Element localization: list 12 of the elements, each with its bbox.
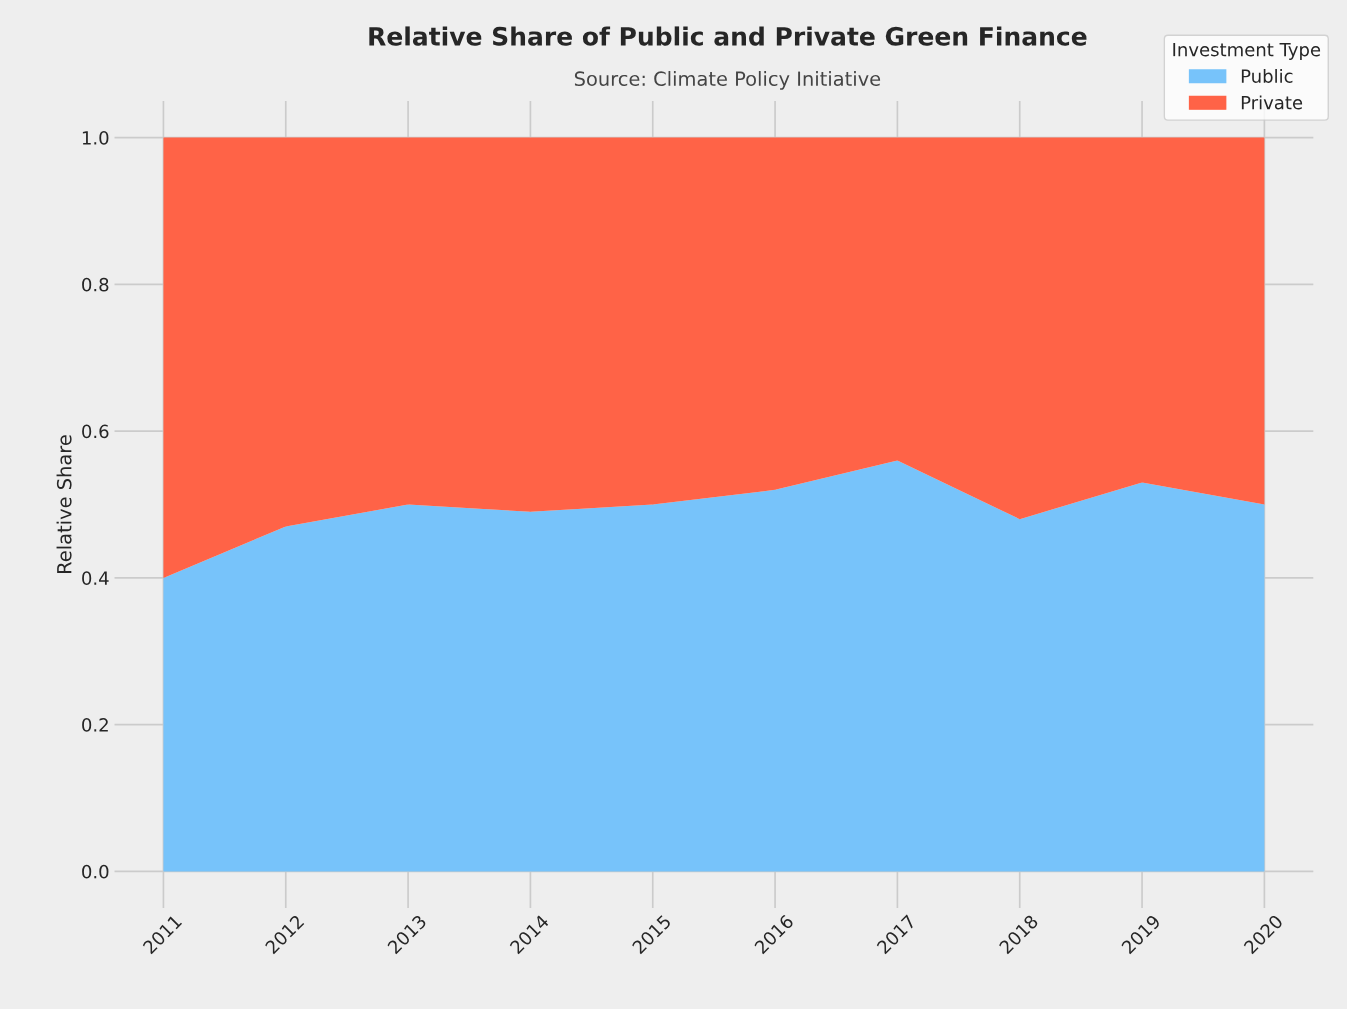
y-tick-label: 0.2 (82, 718, 108, 732)
legend-label: Public (1241, 68, 1293, 83)
y-tick-label: 0.0 (82, 864, 109, 879)
y-tick-label: 1.0 (82, 131, 109, 145)
legend-label: Private (1241, 95, 1303, 110)
y-tick-label: 0.8 (82, 277, 109, 292)
legend-title: Investment Type (1173, 42, 1321, 60)
y-tick-label: 0.4 (82, 571, 109, 585)
chart-title: Relative Share of Public and Private Green Finance (369, 26, 1087, 46)
chart-subtitle: Source: Climate Policy Initiative (574, 70, 881, 90)
y-axis-title: Relative Share (56, 435, 72, 573)
y-tick-label: 0.6 (82, 424, 109, 439)
